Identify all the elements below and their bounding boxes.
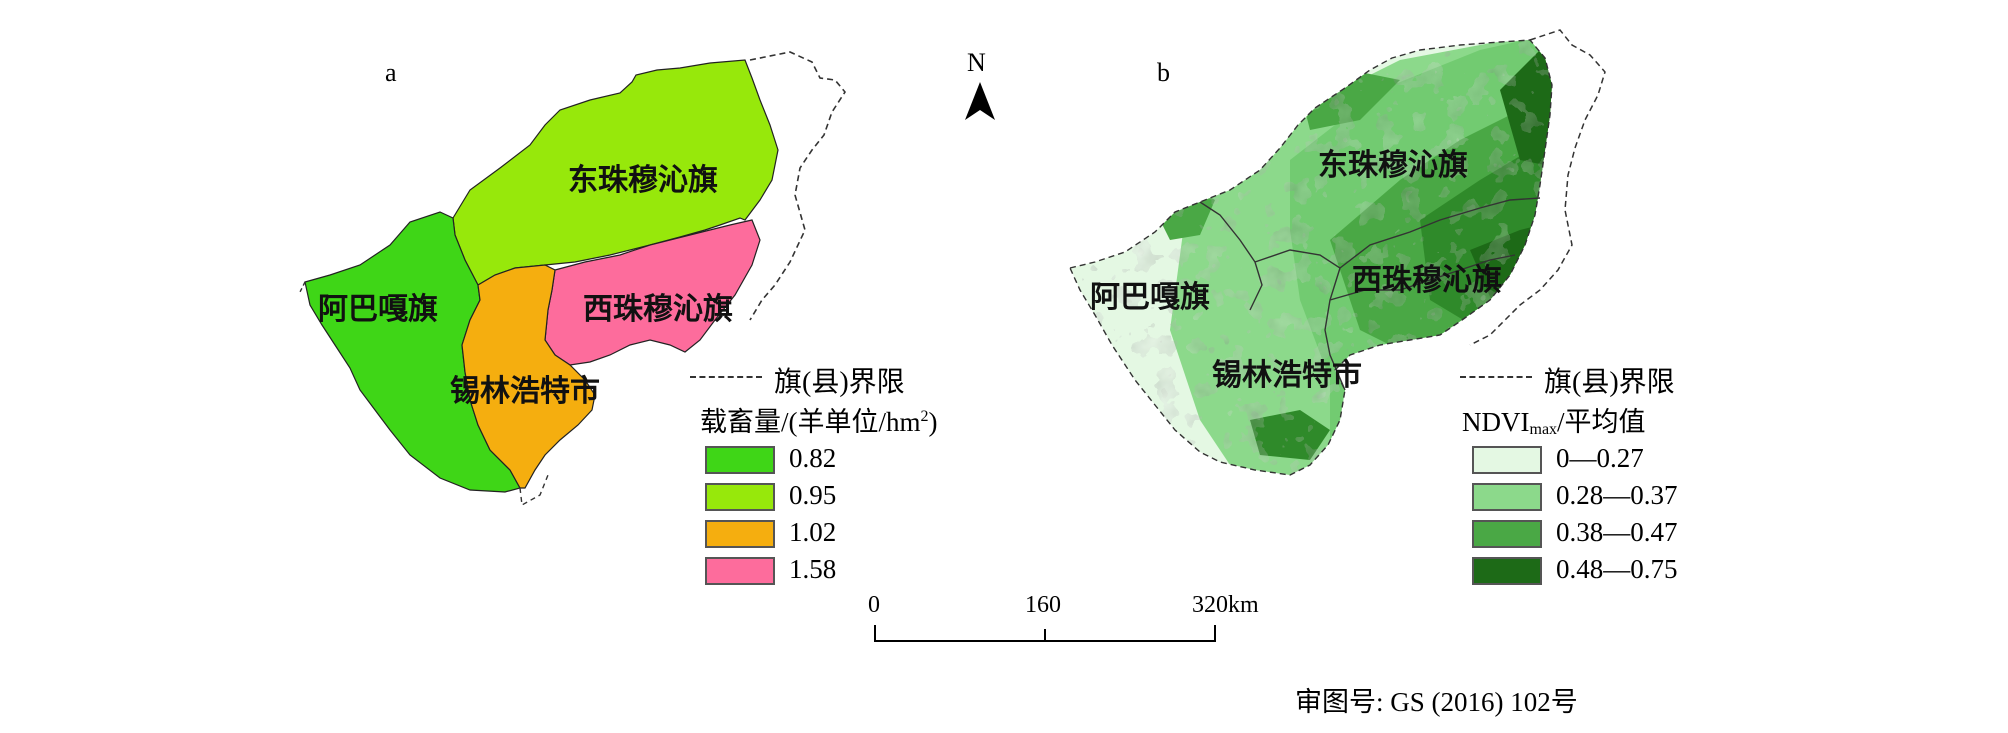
panel-b-outer-boundary [1469,29,1606,346]
legend-a-swatch [705,483,775,511]
legend-b-title: NDVImax/平均值 [1462,400,1646,439]
map-approval-number: 审图号: GS (2016) 102号 [1295,687,1578,717]
legend-b-label: 0.28—0.37 [1556,480,1678,510]
legend-b-swatch [1472,446,1542,474]
legend-b-title-main: NDVI [1462,407,1530,437]
region-label-east-zhumuqin-a: 东珠穆沁旗 [568,164,718,197]
region-label-abaga-a: 阿巴嘎旗 [318,293,438,326]
region-label-west-zhumuqin-a: 西珠穆沁旗 [583,293,733,326]
panel-a-letter: a [385,58,397,87]
panel-b-letter: b [1157,58,1170,87]
legend-a-swatch [705,446,775,474]
dashed-line-icon [690,376,762,378]
legend-b-title-suffix: /平均值 [1557,407,1646,437]
legend-a-title-prefix: 载畜量/(羊单位/hm [700,407,921,437]
legend-a-label: 0.82 [789,443,837,473]
legend-a-label: 0.95 [789,480,837,510]
legend-a-title: 载畜量/(羊单位/hm2) [700,400,938,439]
region-xilinhot-a [461,264,596,489]
boundary-legend-a-label: 旗(县)界限 [774,367,905,398]
region-label-xilinhot-b: 锡林浩特市 [1212,359,1362,392]
scale-tick-160: 160 [1025,592,1061,618]
region-label-abaga-b: 阿巴嘎旗 [1090,281,1210,314]
region-label-xilinhot-a: 锡林浩特市 [450,375,600,408]
panel-b-outline [1069,39,1553,476]
legend-a-title-suffix: ) [928,407,938,437]
panel-a-tail-boundary [519,474,549,507]
scale-tick-0: 0 [868,592,880,618]
legend-a-swatch [705,557,775,585]
legend-b-title-sub: max [1529,421,1558,438]
boundary-legend-b: 旗(县)界限 [1460,360,1760,398]
legend-a-label: 1.58 [789,554,837,584]
region-label-west-zhumuqin-b: 西珠穆沁旗 [1352,264,1502,297]
legend-b-swatch [1472,520,1542,548]
scale-bar [874,625,1216,642]
boundary-legend-b-label: 旗(县)界限 [1544,367,1675,398]
legend-a-swatch [705,520,775,548]
legend-b-swatch [1472,483,1542,511]
boundary-legend-a: 旗(县)界限 [690,360,990,398]
dashed-line-icon [1460,376,1532,378]
north-arrow-icon [965,82,995,120]
legend-b-label: 0.38—0.47 [1556,517,1678,547]
panel-a-outer-boundary [749,51,846,321]
panel-b-inner-boundaries [1199,197,1541,391]
region-label-east-zhumuqin-b: 东珠穆沁旗 [1318,149,1468,182]
legend-b-label: 0.48—0.75 [1556,554,1678,584]
legend-b-label: 0—0.27 [1556,443,1644,473]
legend-b-swatch [1472,557,1542,585]
legend-a-title-sup: 2 [920,408,929,425]
legend-a-label: 1.02 [789,517,837,547]
north-arrow-label: N [967,48,986,77]
scale-tick-320: 320km [1192,592,1259,618]
